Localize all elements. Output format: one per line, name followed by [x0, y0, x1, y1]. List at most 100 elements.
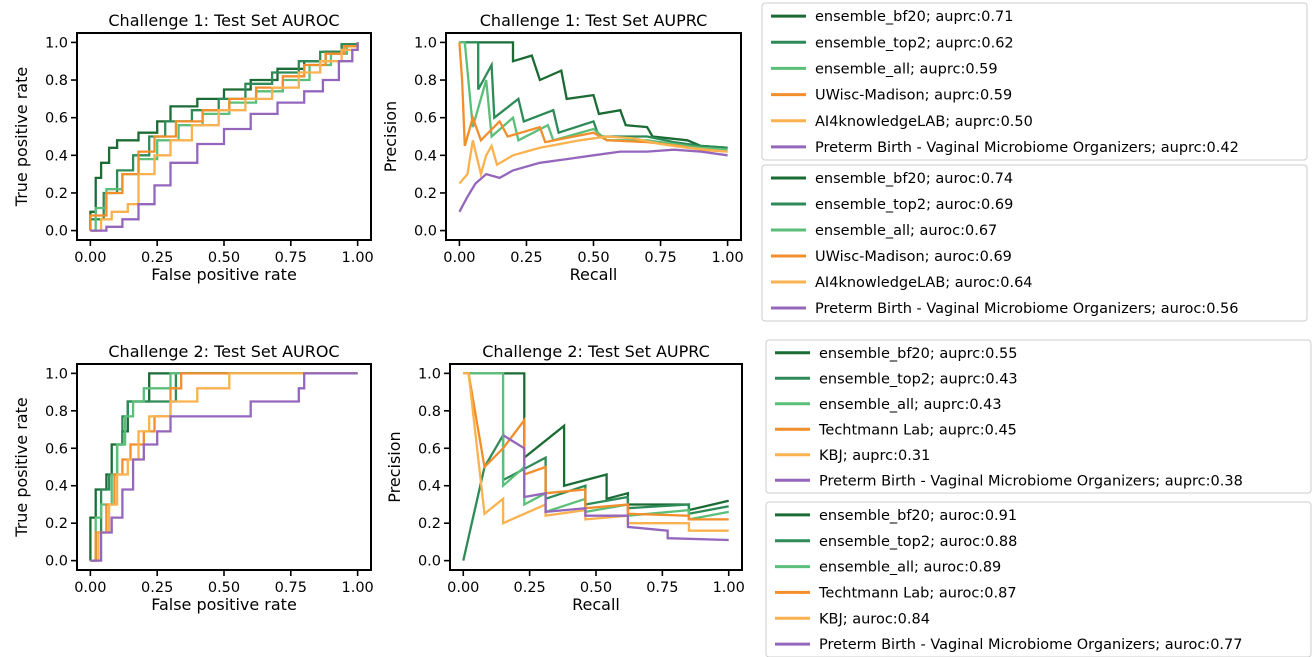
y-tick-label: 0.2 [45, 516, 68, 532]
y-axis-label: Precision [381, 101, 400, 172]
legend-entry: ensemble_bf20; auprc:0.71 [815, 9, 1013, 25]
x-tick-label: 0.25 [141, 250, 173, 266]
legend-entry: UWisc-Madison; auprc:0.59 [815, 88, 1012, 104]
legend-entry: ensemble_top2; auprc:0.43 [819, 371, 1018, 387]
legend-entry: ensemble_all; auroc:0.89 [819, 560, 1001, 576]
legend-entry: KBJ; auroc:0.84 [819, 611, 930, 627]
y-tick-label: 1.0 [418, 366, 441, 382]
x-tick-label: 0.75 [275, 250, 307, 266]
x-tick-label: 1.00 [341, 580, 373, 596]
x-tick-label: 1.00 [711, 250, 743, 266]
legend-challenge1-auroc: ensemble_bf20; auroc:0.74 ensemble_top2; … [761, 164, 1308, 322]
y-tick-label: 0.6 [418, 441, 441, 457]
y-axis-label: True positive rate [12, 397, 31, 537]
c2_pr-panel: Challenge 2: Test Set AUPRC 0.00 0.25 0.50 0… [385, 342, 745, 614]
legend-entry: ensemble_bf20; auroc:0.91 [819, 508, 1017, 524]
y-tick-label: 0.4 [414, 148, 437, 164]
x-tick-label: 0.00 [443, 250, 475, 266]
x-tick-label: 0.25 [513, 580, 545, 596]
series-line-2 [459, 41, 728, 149]
series-line-6 [90, 372, 358, 562]
x-tick-label: 0.50 [577, 250, 609, 266]
legend-entry: AI4knowledgeLAB; auroc:0.64 [815, 275, 1033, 291]
x-tick-label: 0.00 [74, 250, 106, 266]
y-tick-label: 0.2 [45, 186, 68, 202]
legend-entry: ensemble_top2; auprc:0.62 [815, 35, 1014, 51]
x-axis-label: False positive rate [151, 265, 297, 284]
series-line-4 [90, 372, 358, 562]
y-tick-label: 0.8 [418, 404, 441, 420]
y-axis-label: True positive rate [12, 67, 31, 207]
legend-entry: UWisc-Madison; auroc:0.69 [815, 249, 1012, 265]
chart-title: Challenge 1: Test Set AUROC [108, 11, 339, 30]
y-tick-label: 0.4 [418, 479, 441, 495]
y-tick-label: 0.8 [45, 404, 68, 420]
legend-entry: ensemble_top2; auroc:0.69 [815, 197, 1013, 213]
plot-frame [76, 363, 372, 571]
plot-frame [445, 32, 742, 241]
y-tick-label: 0.4 [45, 479, 68, 495]
legend-entry: ensemble_bf20; auroc:0.74 [815, 171, 1013, 187]
c1_roc-panel: Challenge 1: Test Set AUROC 0.00 0.25 0.50 0… [12, 11, 374, 284]
legend-frame [765, 339, 1312, 494]
x-axis-label: Recall [570, 265, 618, 284]
legend-frame [765, 501, 1312, 657]
x-tick-label: 0.00 [447, 580, 479, 596]
series-line-5 [463, 372, 729, 532]
series-line-3 [90, 372, 358, 562]
y-tick-label: 0.0 [45, 554, 68, 570]
series-line-6 [502, 434, 729, 542]
x-tick-label: 0.75 [644, 250, 676, 266]
x-tick-label: 0.00 [74, 580, 106, 596]
legend-entry: Techtmann Lab; auprc:0.45 [818, 422, 1017, 438]
chart-title: Challenge 2: Test Set AUPRC [482, 342, 709, 361]
series-line-6 [90, 42, 359, 232]
c1_pr-panel: Challenge 1: Test Set AUPRC 0.00 0.25 0.50 0… [381, 11, 744, 284]
x-tick-label: 0.25 [510, 250, 542, 266]
x-tick-label: 0.50 [580, 580, 612, 596]
chart-title: Challenge 1: Test Set AUPRC [480, 11, 707, 30]
x-tick-label: 0.75 [275, 580, 307, 596]
legend-entry: Preterm Birth - Vaginal Microbiome Organ… [819, 637, 1242, 653]
legend-entry: Techtmann Lab; auroc:0.87 [818, 585, 1017, 601]
legend-entry: ensemble_all; auprc:0.43 [819, 397, 1002, 413]
y-tick-label: 0.0 [414, 224, 437, 240]
legend-entry: ensemble_all; auprc:0.59 [815, 61, 998, 77]
y-tick-label: 0.8 [45, 73, 68, 89]
y-tick-label: 0.0 [45, 224, 68, 240]
series-line-3 [459, 41, 728, 151]
x-tick-label: 1.00 [713, 580, 745, 596]
x-tick-label: 0.75 [646, 580, 678, 596]
x-tick-label: 0.50 [208, 250, 240, 266]
y-tick-label: 1.0 [414, 35, 437, 51]
series-line-1 [459, 41, 728, 149]
y-tick-label: 1.0 [45, 35, 68, 51]
y-tick-label: 0.6 [45, 441, 68, 457]
series-line-5 [90, 42, 359, 232]
x-axis-label: Recall [572, 595, 620, 614]
x-tick-label: 1.00 [341, 250, 373, 266]
legend-entry: AI4knowledgeLAB; auprc:0.50 [815, 114, 1033, 130]
legend-entry: ensemble_top2; auroc:0.88 [819, 534, 1017, 550]
legend-entry: Preterm Birth - Vaginal Microbiome Organ… [815, 301, 1238, 317]
y-tick-label: 0.2 [414, 186, 437, 202]
y-tick-label: 1.0 [45, 366, 68, 382]
legend-entry: Preterm Birth - Vaginal Microbiome Organ… [819, 473, 1243, 489]
legend-entry: KBJ; auprc:0.31 [819, 448, 930, 464]
series-line-5 [90, 372, 358, 562]
series-line-5 [458, 135, 728, 185]
y-tick-label: 0.0 [418, 554, 441, 570]
x-tick-label: 0.50 [208, 580, 240, 596]
y-tick-label: 0.4 [45, 148, 68, 164]
y-tick-label: 0.2 [418, 516, 441, 532]
c2_roc-panel: Challenge 2: Test Set AUROC 0.00 0.25 0.50 0… [12, 342, 374, 614]
legend-entry: Preterm Birth - Vaginal Microbiome Organ… [815, 140, 1239, 156]
chart-title: Challenge 2: Test Set AUROC [108, 342, 339, 361]
y-tick-label: 0.6 [45, 111, 68, 127]
series-line-6 [458, 148, 728, 213]
legend-challenge2-auprc: ensemble_bf20; auprc:0.55 ensemble_top2; … [765, 339, 1312, 494]
series-line-2 [90, 372, 358, 562]
legend-entry: ensemble_bf20; auprc:0.55 [819, 346, 1017, 362]
series-line-4 [89, 42, 359, 231]
